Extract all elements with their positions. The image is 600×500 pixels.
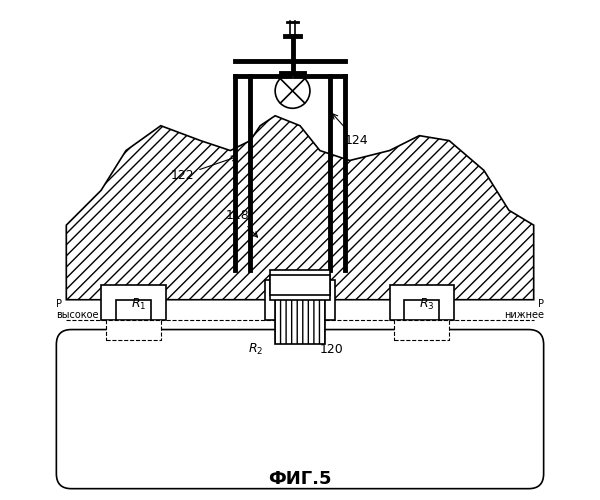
Text: P
высокое: P высокое: [56, 299, 99, 320]
FancyBboxPatch shape: [56, 330, 544, 488]
Bar: [101, 285, 166, 320]
Bar: [275, 280, 325, 344]
Bar: [404, 300, 439, 320]
Text: ФИГ.5: ФИГ.5: [268, 470, 332, 488]
Bar: [394, 320, 449, 340]
Polygon shape: [67, 116, 533, 300]
Bar: [270, 270, 330, 300]
Bar: [116, 300, 151, 320]
Text: P
нижнее: P нижнее: [503, 299, 544, 320]
Text: 122: 122: [171, 156, 236, 182]
Text: $R_3$: $R_3$: [419, 297, 434, 312]
Bar: [270, 275, 330, 294]
Text: 120: 120: [293, 331, 344, 356]
Bar: [265, 280, 335, 320]
Text: 124: 124: [332, 114, 368, 147]
Text: $R_1$: $R_1$: [131, 297, 146, 312]
Bar: [389, 285, 454, 320]
Bar: [106, 320, 161, 340]
Text: 118: 118: [226, 208, 257, 237]
Text: $R_2$: $R_2$: [248, 342, 263, 357]
